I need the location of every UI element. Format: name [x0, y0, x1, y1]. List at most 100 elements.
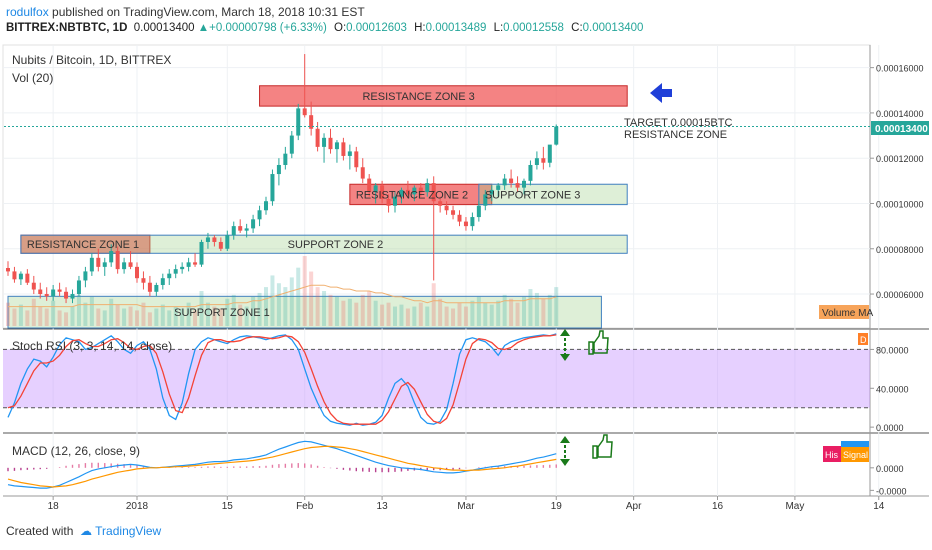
- volume-bar: [141, 302, 146, 326]
- candle-body: [257, 210, 262, 220]
- volume-bar: [309, 271, 314, 326]
- volume-bar: [115, 304, 120, 326]
- candle-body: [476, 205, 481, 218]
- target-annotation-line1: TARGET 0.00015BTC: [624, 117, 732, 129]
- candle-body: [522, 180, 526, 188]
- candle-body: [64, 291, 69, 299]
- candle-body: [528, 164, 533, 181]
- candle-body: [541, 158, 546, 163]
- volume-bar: [315, 287, 320, 326]
- double-arrow-icon: [560, 329, 570, 361]
- author-name[interactable]: rodulfox: [6, 5, 49, 19]
- volume-bar: [51, 300, 56, 326]
- volume-ma-label: Volume MA: [822, 308, 873, 319]
- candle-body: [347, 151, 352, 156]
- time-axis[interactable]: 18 2018 15 Feb 13 Mar 19 Apr 16 May 14: [48, 496, 885, 512]
- candle-body: [334, 142, 339, 150]
- target-annotation-line2: RESISTANCE ZONE: [624, 129, 727, 141]
- volume-bar: [483, 302, 488, 326]
- volume-bar: [302, 256, 307, 326]
- zone-label: SUPPORT ZONE 2: [288, 239, 384, 251]
- volume-label: Vol (20): [12, 71, 53, 85]
- high-value: 0.00013489: [425, 22, 487, 34]
- price-tick-label: 0.00010000: [876, 199, 924, 209]
- volume-bar: [470, 300, 475, 326]
- candle-body: [502, 178, 507, 186]
- candle-body: [18, 273, 23, 280]
- legend-histogram-label: His: [825, 450, 838, 460]
- candle-body: [89, 257, 94, 272]
- zone-box: [478, 183, 628, 206]
- volume-bar: [173, 306, 178, 326]
- price-axis[interactable]: 0.00006000 0.00008000 0.00010000 0.00012000…: [870, 64, 924, 300]
- candle-body: [31, 282, 36, 290]
- candle-body: [218, 241, 223, 249]
- time-tick-label: 18: [48, 501, 60, 512]
- volume-bar: [334, 296, 339, 326]
- tradingview-link[interactable]: TradingView: [95, 524, 162, 538]
- volume-bar: [541, 298, 546, 326]
- volume-bar: [257, 292, 262, 326]
- candle-body: [289, 135, 294, 154]
- time-tick-label: 16: [712, 501, 724, 512]
- candle-body: [360, 167, 365, 179]
- candle-body: [51, 289, 56, 297]
- macd-tick-label: 0.0000: [876, 464, 904, 474]
- volume-bar: [515, 302, 520, 326]
- candle-body: [135, 266, 139, 279]
- zone-label: RESISTANCE ZONE 2: [356, 189, 468, 201]
- chart-title: Nubits / Bitcoin, 1D, BITTREX: [12, 53, 171, 67]
- candle-body: [128, 262, 133, 267]
- volume-bar: [283, 287, 288, 326]
- stoch-band: [3, 349, 870, 408]
- d-badge: [858, 333, 868, 345]
- volume-bar: [83, 302, 88, 326]
- change-arrow-icon: ▲: [197, 22, 210, 34]
- candles-layer: [6, 54, 559, 304]
- last-price-axis-label: 0.00013400: [875, 124, 928, 135]
- volume-bar: [328, 294, 333, 326]
- volume-bar: [167, 310, 172, 326]
- publish-info: rodulfox published on TradingView.com, M…: [6, 5, 365, 19]
- volume-bar: [244, 306, 249, 326]
- volume-bar: [457, 302, 462, 326]
- candle-body: [25, 273, 30, 283]
- zone-label: SUPPORT ZONE 1: [174, 307, 270, 319]
- candle-body: [341, 142, 346, 156]
- volume-bar: [44, 308, 49, 326]
- candle-body: [270, 174, 275, 202]
- volume-bar: [264, 287, 268, 326]
- stoch-tick-label: 40.0000: [876, 384, 909, 394]
- volume-bar: [431, 283, 436, 326]
- candle-body: [205, 237, 210, 242]
- volume-bar: [444, 306, 449, 326]
- volume-bar: [373, 300, 378, 326]
- volume-ma-line: [8, 284, 557, 308]
- volume-bar: [354, 302, 359, 326]
- candle-body: [296, 108, 301, 136]
- volume-bar: [128, 306, 133, 326]
- volume-bar: [547, 294, 552, 326]
- price-tick-label: 0.00008000: [876, 245, 924, 255]
- time-tick-label: 14: [873, 501, 885, 512]
- volume-bar: [38, 306, 43, 326]
- candle-body: [418, 187, 423, 193]
- candle-body: [115, 251, 120, 270]
- time-tick-label: May: [785, 501, 804, 512]
- zone-labels: RESISTANCE ZONE 3 RESISTANCE ZONE 2 SUPPOR…: [27, 91, 581, 319]
- candle-body: [12, 271, 17, 280]
- stoch-rsi-pane: 80.0000 40.0000 0.0000: [3, 333, 909, 433]
- candle-body: [276, 164, 281, 175]
- symbol-label: BITTREX:NBTBTC, 1D: [6, 22, 128, 34]
- macd-series-macd: [7, 440, 557, 489]
- open-label: O:: [334, 22, 347, 34]
- thumbs-up-icon: [588, 330, 609, 355]
- volume-bar: [425, 306, 430, 326]
- macd-pane: 0.0000 -0.0000: [7, 440, 907, 496]
- zone-label: RESISTANCE ZONE 1: [27, 239, 139, 251]
- macd-title: MACD (12, 26, close, 9): [12, 444, 140, 458]
- legend-macd: [841, 441, 869, 447]
- volume-bar: [160, 304, 165, 326]
- candle-body: [102, 262, 107, 267]
